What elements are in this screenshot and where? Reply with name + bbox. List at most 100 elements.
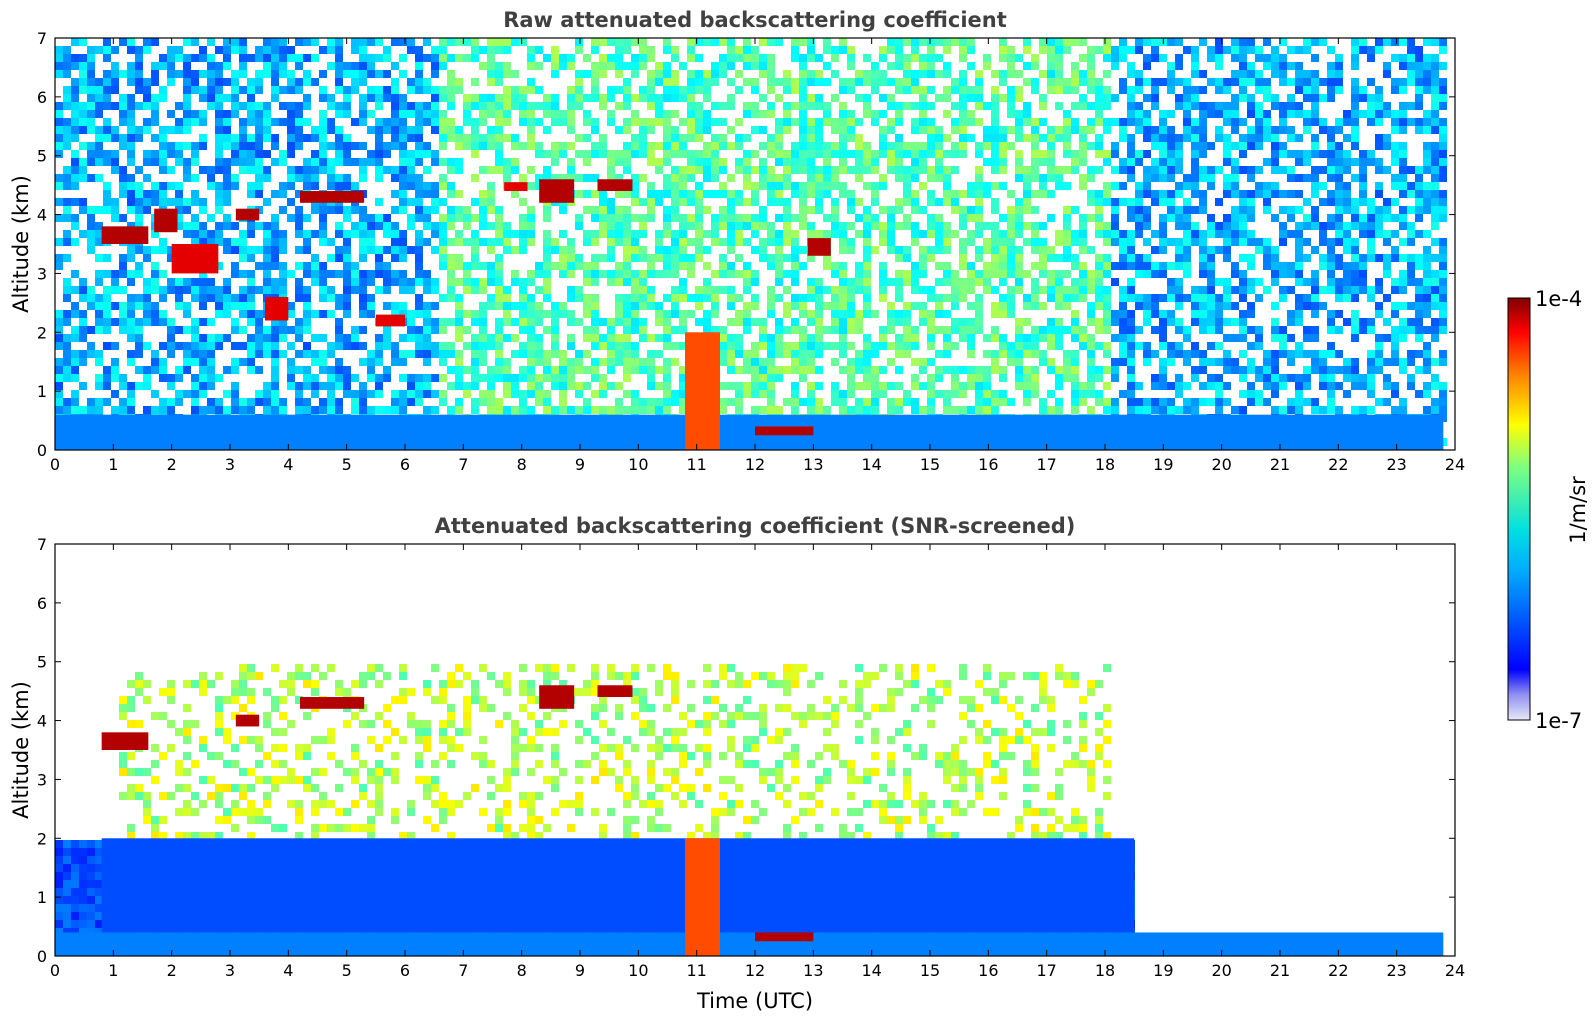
y-tick-label: 2 xyxy=(37,323,47,342)
x-tick-label: 14 xyxy=(861,455,881,474)
axis-ticks: 0 1 2 3 4 5 6 7 8 9 10 11 12 13 14 15 16 17 18 19 20 21 22 23 24… xyxy=(37,29,1465,474)
colorbar-label: 1/m/sr xyxy=(1566,476,1590,544)
x-tick-label: 10 xyxy=(628,455,648,474)
feature-cloud xyxy=(504,182,528,192)
y-tick-label: 3 xyxy=(37,770,47,789)
feature-cloud xyxy=(597,685,633,698)
x-tick-label: 24 xyxy=(1445,455,1465,474)
x-tick-label: 22 xyxy=(1328,455,1348,474)
y-tick-label: 3 xyxy=(37,264,47,283)
x-tick-label: 24 xyxy=(1445,961,1465,980)
x-tick-label: 10 xyxy=(628,961,648,980)
y-tick-label: 0 xyxy=(37,441,47,460)
x-tick-label: 18 xyxy=(1095,455,1115,474)
y-tick-label: 4 xyxy=(37,206,47,225)
x-tick-label: 5 xyxy=(342,455,352,474)
feature-cloud xyxy=(154,208,178,233)
x-tick-label: 9 xyxy=(575,455,585,474)
x-tick-label: 6 xyxy=(400,961,410,980)
feature-cloud xyxy=(300,191,365,203)
colorbar: 1e-4 1e-7 1/m/sr xyxy=(1507,287,1590,733)
x-tick-label: 8 xyxy=(517,455,527,474)
colorbar-scale xyxy=(1507,297,1531,721)
x-tick-label: 0 xyxy=(50,961,60,980)
noise-field xyxy=(55,38,1447,450)
x-tick-label: 21 xyxy=(1270,455,1290,474)
y-tick-label: 1 xyxy=(37,382,47,401)
feature-cloud xyxy=(300,697,365,709)
x-tick-label: 4 xyxy=(283,455,293,474)
feature-cloud xyxy=(235,208,260,221)
x-tick-label: 9 xyxy=(575,961,585,980)
x-tick-label: 7 xyxy=(458,455,468,474)
x-tick-label: 5 xyxy=(342,961,352,980)
colorbar-max-label: 1e-4 xyxy=(1535,287,1582,311)
x-tick-label: 23 xyxy=(1386,455,1406,474)
x-tick-label: 19 xyxy=(1153,961,1173,980)
x-tick-label: 1 xyxy=(108,455,118,474)
snr-screened-panel: Attenuated backscattering coefficient (S… xyxy=(9,514,1465,1013)
x-tick-label: 1 xyxy=(108,961,118,980)
x-tick-label: 21 xyxy=(1270,961,1290,980)
colorbar-min-label: 1e-7 xyxy=(1535,709,1582,733)
y-axis-label: Altitude (km) xyxy=(9,175,33,313)
y-tick-label: 2 xyxy=(37,829,47,848)
x-tick-label: 8 xyxy=(517,961,527,980)
x-tick-label: 18 xyxy=(1095,961,1115,980)
heatmap-plot xyxy=(55,38,1447,450)
x-tick-label: 19 xyxy=(1153,455,1173,474)
y-tick-label: 6 xyxy=(37,88,47,107)
x-tick-label: 13 xyxy=(803,455,823,474)
feature-low-cloud xyxy=(755,426,814,436)
feature-aerosol-layer xyxy=(101,838,1135,933)
x-tick-label: 20 xyxy=(1211,961,1231,980)
x-tick-label: 11 xyxy=(686,455,706,474)
feature-cloud xyxy=(807,238,831,256)
x-tick-label: 12 xyxy=(745,455,765,474)
y-tick-label: 7 xyxy=(37,535,47,554)
x-tick-label: 6 xyxy=(400,455,410,474)
x-axis-label: Time (UTC) xyxy=(696,989,813,1013)
x-tick-label: 22 xyxy=(1328,961,1348,980)
chart-title: Raw attenuated backscattering coefficien… xyxy=(503,8,1007,32)
axis-ticks: 0 1 2 3 4 5 6 7 8 9 10 11 12 13 14 15 16 17 18 19 20 21 22 23 24… xyxy=(37,535,1465,980)
feature-cloud xyxy=(171,244,219,274)
heatmap-plot xyxy=(55,664,1444,956)
chart-title: Attenuated backscattering coefficient (S… xyxy=(435,514,1076,538)
feature-cloud xyxy=(235,714,260,727)
x-tick-label: 13 xyxy=(803,961,823,980)
feature-boundary-layer xyxy=(55,932,1444,956)
x-tick-label: 3 xyxy=(225,961,235,980)
x-tick-label: 2 xyxy=(167,961,177,980)
feature-boundary-layer xyxy=(55,414,1444,450)
x-tick-label: 17 xyxy=(1036,961,1056,980)
feature-cloud xyxy=(101,226,149,244)
x-tick-label: 0 xyxy=(50,455,60,474)
feature-cloud xyxy=(539,179,575,203)
y-tick-label: 5 xyxy=(37,147,47,166)
x-tick-label: 16 xyxy=(978,961,998,980)
feature-cloud xyxy=(101,732,149,750)
x-tick-label: 7 xyxy=(458,961,468,980)
x-tick-label: 4 xyxy=(283,961,293,980)
y-tick-label: 4 xyxy=(37,712,47,731)
x-tick-label: 2 xyxy=(167,455,177,474)
x-tick-label: 15 xyxy=(920,961,940,980)
x-tick-label: 23 xyxy=(1386,961,1406,980)
y-tick-label: 5 xyxy=(37,653,47,672)
y-tick-label: 1 xyxy=(37,888,47,907)
feature-cloud xyxy=(597,179,633,192)
x-tick-label: 14 xyxy=(861,961,881,980)
x-tick-label: 3 xyxy=(225,455,235,474)
x-tick-label: 17 xyxy=(1036,455,1056,474)
feature-low-cloud xyxy=(755,932,814,942)
feature-precipitation xyxy=(685,838,720,956)
feature-cloud xyxy=(539,685,575,709)
feature-cloud xyxy=(265,296,289,321)
x-tick-label: 12 xyxy=(745,961,765,980)
raw-backscatter-panel: Raw attenuated backscattering coefficien… xyxy=(9,8,1465,474)
x-tick-label: 20 xyxy=(1211,455,1231,474)
feature-cloud xyxy=(375,314,405,327)
x-tick-label: 15 xyxy=(920,455,940,474)
